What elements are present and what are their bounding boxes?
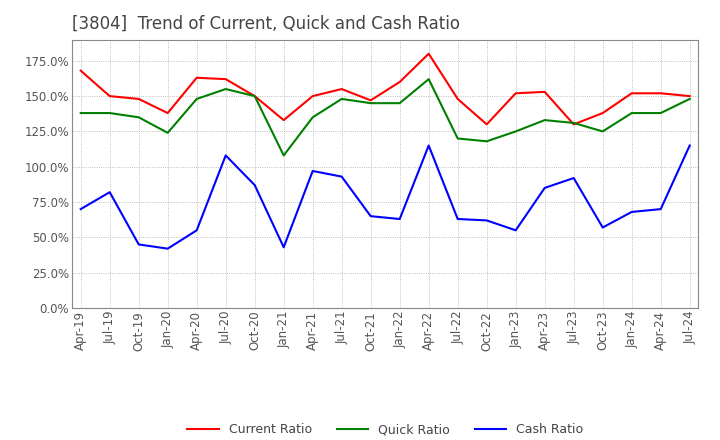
Current Ratio [76, 68, 85, 73]
Quick Ratio [105, 110, 114, 116]
Cash Ratio [366, 213, 375, 219]
Cash Ratio [598, 225, 607, 230]
Quick Ratio [395, 100, 404, 106]
Cash Ratio [454, 216, 462, 222]
Line: Quick Ratio: Quick Ratio [81, 79, 690, 155]
Cash Ratio [482, 218, 491, 223]
Line: Cash Ratio: Cash Ratio [81, 146, 690, 249]
Cash Ratio [308, 169, 317, 174]
Current Ratio [598, 110, 607, 116]
Cash Ratio [511, 227, 520, 233]
Cash Ratio [627, 209, 636, 215]
Quick Ratio [511, 129, 520, 134]
Current Ratio [685, 93, 694, 99]
Current Ratio [454, 96, 462, 102]
Cash Ratio [338, 174, 346, 179]
Cash Ratio [657, 206, 665, 212]
Cash Ratio [251, 183, 259, 188]
Quick Ratio [424, 77, 433, 82]
Current Ratio [395, 79, 404, 84]
Quick Ratio [251, 93, 259, 99]
Current Ratio [541, 89, 549, 95]
Cash Ratio [221, 153, 230, 158]
Cash Ratio [279, 245, 288, 250]
Quick Ratio [135, 115, 143, 120]
Current Ratio [279, 117, 288, 123]
Current Ratio [135, 96, 143, 102]
Current Ratio [511, 91, 520, 96]
Quick Ratio [192, 96, 201, 102]
Cash Ratio [541, 185, 549, 191]
Current Ratio [657, 91, 665, 96]
Quick Ratio [454, 136, 462, 141]
Quick Ratio [627, 110, 636, 116]
Quick Ratio [163, 130, 172, 136]
Cash Ratio [424, 143, 433, 148]
Current Ratio [221, 77, 230, 82]
Current Ratio [366, 98, 375, 103]
Cash Ratio [163, 246, 172, 251]
Quick Ratio [570, 120, 578, 125]
Text: [3804]  Trend of Current, Quick and Cash Ratio: [3804] Trend of Current, Quick and Cash … [72, 15, 460, 33]
Quick Ratio [366, 100, 375, 106]
Quick Ratio [76, 110, 85, 116]
Current Ratio [105, 93, 114, 99]
Quick Ratio [308, 115, 317, 120]
Cash Ratio [192, 227, 201, 233]
Cash Ratio [570, 176, 578, 181]
Current Ratio [192, 75, 201, 81]
Current Ratio [424, 51, 433, 56]
Current Ratio [338, 86, 346, 92]
Cash Ratio [135, 242, 143, 247]
Quick Ratio [221, 86, 230, 92]
Line: Current Ratio: Current Ratio [81, 54, 690, 125]
Quick Ratio [598, 129, 607, 134]
Quick Ratio [685, 96, 694, 102]
Current Ratio [570, 122, 578, 127]
Cash Ratio [395, 216, 404, 222]
Current Ratio [251, 93, 259, 99]
Quick Ratio [657, 110, 665, 116]
Quick Ratio [338, 96, 346, 102]
Cash Ratio [685, 143, 694, 148]
Legend: Current Ratio, Quick Ratio, Cash Ratio: Current Ratio, Quick Ratio, Cash Ratio [182, 418, 588, 440]
Current Ratio [482, 122, 491, 127]
Current Ratio [627, 91, 636, 96]
Quick Ratio [541, 117, 549, 123]
Cash Ratio [76, 206, 85, 212]
Current Ratio [308, 93, 317, 99]
Quick Ratio [279, 153, 288, 158]
Cash Ratio [105, 190, 114, 195]
Quick Ratio [482, 139, 491, 144]
Current Ratio [163, 110, 172, 116]
